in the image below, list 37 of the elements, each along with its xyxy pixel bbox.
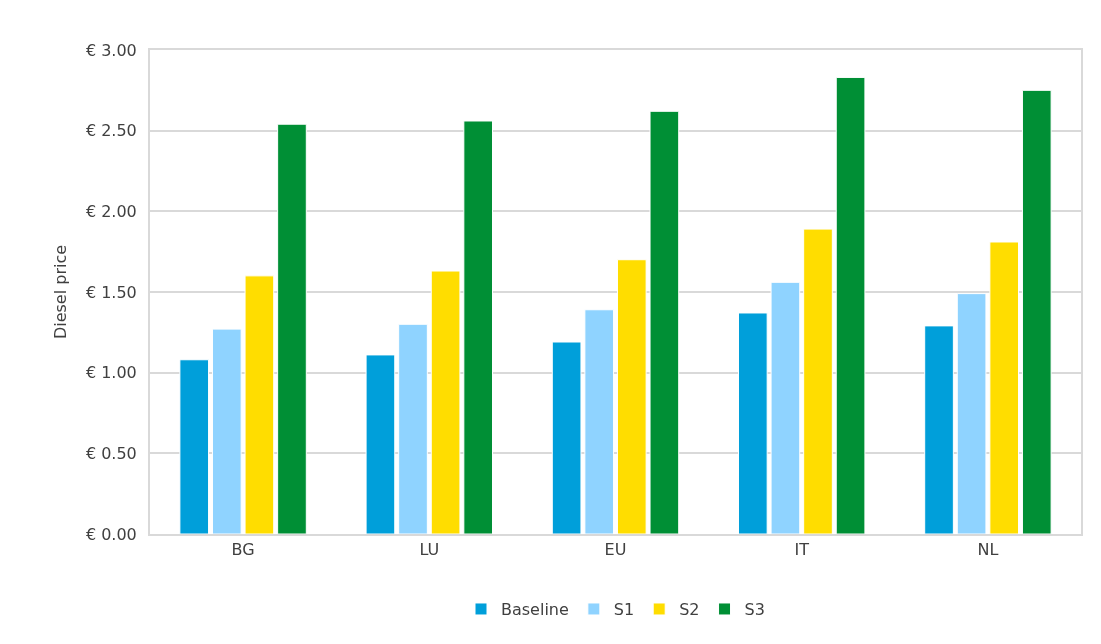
y-tick-label: € 0.00 <box>85 524 137 544</box>
legend-label: S1 <box>613 600 635 620</box>
x-tick-label: EU <box>604 540 627 560</box>
y-tick-label: € 2.00 <box>85 201 137 221</box>
bar <box>835 76 866 534</box>
bar <box>551 341 582 534</box>
bar <box>616 259 647 534</box>
bar <box>398 323 428 534</box>
bar <box>211 328 242 534</box>
bar <box>179 359 210 534</box>
x-tick-label: BG <box>231 540 255 560</box>
legend-label: S3 <box>744 600 765 620</box>
bar <box>277 123 307 534</box>
bar <box>956 293 987 534</box>
bar <box>365 354 396 534</box>
bar <box>649 110 680 534</box>
legend-label: Baseline <box>501 600 569 620</box>
x-tick-label: NL <box>977 540 999 560</box>
x-tick-label: LU <box>419 540 440 560</box>
bar <box>463 120 494 534</box>
bar <box>924 325 954 534</box>
y-tick-label: € 2.50 <box>85 121 137 141</box>
y-axis-title: Diesel price <box>51 244 71 340</box>
y-tick-label: € 1.00 <box>85 363 137 383</box>
bar <box>989 241 1020 534</box>
y-tick-label: € 3.00 <box>85 40 137 60</box>
bar <box>770 281 801 534</box>
legend-label: S2 <box>679 600 700 620</box>
x-tick-label: IT <box>794 540 810 560</box>
bar <box>244 275 275 534</box>
bar <box>584 309 615 534</box>
y-tick-label: € 1.50 <box>85 282 137 302</box>
bar <box>430 270 461 534</box>
bar <box>737 312 768 534</box>
bar <box>1021 89 1052 534</box>
bar <box>803 228 833 534</box>
y-tick-label: € 0.50 <box>85 443 137 463</box>
